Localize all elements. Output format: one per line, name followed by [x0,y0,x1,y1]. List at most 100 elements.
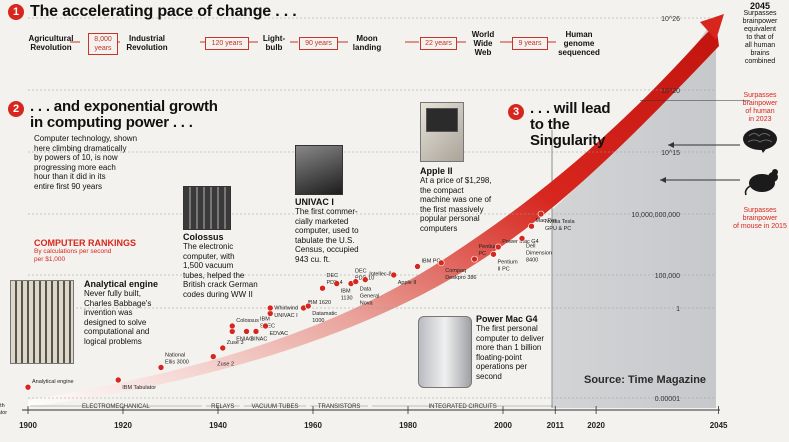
era-label: VACUUM TUBES [251,404,298,410]
point-label: Power Mac G4 [502,239,538,245]
callout-line: tabulate the U.S. [295,235,355,245]
x-tick-label: 1960 [304,421,322,430]
callout-line: tubes, helped the [183,270,245,280]
data-point [209,353,217,360]
point-label: GPU & PC [545,226,571,232]
rankings-title: COMPUTER RANKINGS [34,238,137,248]
annot-line: Surpasses [743,10,777,17]
data-point [157,364,165,371]
section-3-title: . . . will lead to the Singularity [530,100,611,149]
timeline-event-lightbulb: Light-bulb [259,34,289,52]
point-label: Ellis 3000 [165,359,189,365]
callout-title: Colossus [183,232,224,242]
apple-ii-screen [426,108,458,132]
point-label: 1130 [341,296,353,302]
event-line: bulb [265,43,283,52]
univac-photo [295,145,343,195]
callout-line: machine was one of [420,195,492,204]
timeline-gap-8000: 8,000 years [88,33,118,55]
intro-text: Computer technology, shown here climbing… [34,134,174,191]
point-label: Data [360,287,373,293]
y-tick-label: 10^20 [661,88,680,95]
power-mac-photo [418,316,472,388]
projection-shade [552,22,716,408]
callout-line: computer, with [183,251,235,261]
rankings-subtitle: By calculations per second [34,248,112,255]
data-point [114,376,122,384]
timeline-event-industrial: Industrial Revolution [120,34,174,52]
data-point [333,280,341,287]
annot-line: brainpower [742,100,778,107]
point-label: IBM PC [422,258,441,264]
annot-line: of human [745,108,775,115]
intro-line: by powers of 10, is now [34,153,118,162]
timeline-event-www: World Wide Web [466,30,500,57]
callout-line: logical problems [84,336,142,346]
point-label: National [165,352,185,358]
point-label: IBM [260,316,270,322]
point-label: EDVAC [270,331,289,337]
intro-line: entire first 90 years [34,181,103,191]
data-point [319,284,326,292]
callout-line: 943 cu. ft. [295,254,331,264]
callout-power-mac: Power Mac G4 The first personal computer… [476,314,586,381]
y-tick-label: 10,000,000,000 [631,212,680,219]
event-line: Revolution [30,43,72,52]
intro-line: Computer technology, shown [34,134,138,143]
singularity-2045: 2045 Surpasses brainpower equivalent to … [733,2,787,66]
title-line: . . . and exponential growth [30,98,218,115]
source-label: Source: Time Magazine [584,374,707,386]
title-line: . . . will lead [530,100,611,117]
title-line: to the [530,116,570,133]
annot-line: equivalent [744,26,776,33]
data-point [304,302,312,310]
data-point [219,344,227,352]
y-tick-label: 10^26 [661,16,680,23]
gap-line: 22 years [425,40,452,47]
data-point [266,310,274,317]
callout-line: At a price of $1,298, [420,176,492,185]
analytical-engine-photo [10,280,74,364]
timeline-event-genome: Human genome sequenced [556,30,602,57]
gap-line: years [94,45,112,52]
callout-title: Analytical engine [84,279,159,289]
callout-line: computer to deliver [476,333,545,343]
data-point [528,222,535,230]
data-point [228,328,236,335]
point-label: IBM Tabulator [122,385,156,391]
gap-line: 9 years [518,40,542,47]
timeline-gap-90: 90 years [299,37,338,50]
human-annotation: Surpasses brainpower of human in 2023 [733,92,787,124]
event-line: sequenced [558,48,600,57]
point-label: II PC [498,266,510,272]
section-1-title: The accelerating pace of change . . . [30,3,297,20]
data-point [361,276,369,283]
callout-apple-ii: Apple II At a price of $1,298, the compa… [420,166,530,233]
data-point [262,322,269,330]
point-label: Analytical engine [32,379,74,385]
section-2-title: . . . and exponential growth in computin… [30,99,218,131]
callout-line: British crack German [183,280,258,289]
callout-line: popular personal [420,214,480,223]
era-label: RELAYS [211,404,234,410]
point-label: Apple II [398,280,417,286]
rankings-subtitle: per $1,000 [34,255,66,263]
point-label: Colossus [236,318,259,324]
callout-line: second [476,371,502,381]
callout-line: Census, occupied [295,245,359,254]
data-point [471,255,478,263]
callout-line: codes during WW II [183,289,253,299]
timeline-gap-120: 120 years [205,37,249,50]
timeline-event-moon: Moon landing [349,34,385,52]
gap-line: 120 years [211,40,243,47]
event-line: Wide [473,39,493,48]
data-point [390,271,398,279]
callout-line: 1,500 vacuum [183,261,234,270]
point-label: Pentium [498,259,519,265]
point-label: 8400 [526,257,538,263]
data-point [266,304,274,312]
point-label: PC [479,251,487,257]
x-tick-label: 1940 [209,421,227,430]
point-label: BINAC [251,336,268,342]
y-tick-label: 0.00001 [655,396,680,403]
